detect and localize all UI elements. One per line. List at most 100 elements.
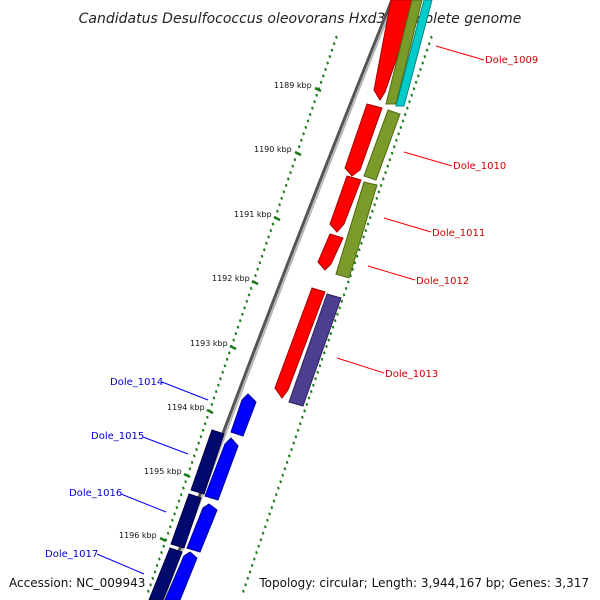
gene-label-dole-1009: Dole_1009 [485, 55, 538, 66]
tick-dot [177, 499, 181, 503]
tick-dot [309, 389, 313, 394]
label-connector [383, 217, 432, 233]
tick-dot [184, 480, 187, 484]
tick-dot [336, 312, 339, 316]
label-connector [403, 151, 453, 167]
tick-dot [201, 428, 205, 432]
tick-dot [425, 48, 429, 52]
tick-dot [245, 299, 249, 303]
map-title: Candidatus Desulfococcus oleovorans Hxd3… [79, 11, 522, 27]
feature-dole-1010 [344, 103, 383, 177]
feature-dole-1011 [329, 175, 362, 233]
tick-dot [294, 435, 298, 439]
tick-dot [246, 576, 250, 580]
tick-dot [410, 93, 414, 97]
tick-dot [285, 460, 289, 465]
tick-dot [195, 447, 198, 452]
tick-dot [346, 280, 350, 284]
tick-dot [379, 183, 383, 188]
accession-text: Accession: NC_009943 [9, 576, 145, 590]
tick-dot [179, 493, 183, 497]
gene-label-dole-1011: Dole_1011 [432, 228, 485, 239]
tick-dot [333, 319, 337, 323]
tick-dot [261, 531, 265, 535]
tick-dot [276, 209, 279, 213]
tick-dot [175, 505, 179, 510]
reverse-strand-features [148, 393, 257, 600]
feature-dole-1010-rna [363, 109, 401, 181]
tick-dot [214, 389, 218, 394]
tick-dot [329, 331, 333, 336]
tick-dot [147, 589, 150, 593]
tick-dot [173, 512, 176, 516]
tick-dot [364, 228, 368, 233]
tick-dot [318, 364, 322, 368]
tick-dot [324, 67, 327, 72]
tick-dot [274, 493, 278, 497]
feature-dole-1016 [186, 503, 218, 553]
tick-dot [171, 518, 174, 522]
tick-dot [258, 261, 262, 265]
tick-dot [381, 177, 385, 181]
tick-dot [328, 54, 332, 59]
tick-dot [242, 589, 245, 593]
tick-dot [373, 203, 376, 207]
tick-dot [298, 422, 302, 426]
tick-dot [227, 351, 231, 355]
tick-dot [403, 112, 407, 117]
tick-dot [308, 112, 312, 117]
tick-dot [386, 164, 390, 168]
tick-label: 1193 kbp [190, 339, 228, 348]
gene-label-dole-1014: Dole_1014 [110, 377, 163, 388]
tick-dot [212, 396, 216, 400]
tick-dot [289, 170, 292, 175]
tick-dot [238, 319, 242, 323]
tick-dot [269, 228, 273, 233]
tick-dot [259, 538, 263, 542]
tick-dot [281, 473, 285, 477]
tick-dot [362, 235, 365, 239]
tick-dot [406, 106, 409, 110]
tick-dot [342, 293, 346, 297]
tick-dot [301, 415, 304, 419]
tick-dot [302, 132, 305, 136]
tick-dot [262, 248, 266, 252]
tick-dot [416, 74, 420, 78]
label-connector [367, 265, 416, 281]
tick-dot [217, 383, 220, 387]
tick-dot [263, 525, 267, 529]
tick-dot [249, 286, 253, 291]
tick-dot [306, 119, 310, 123]
tick-dot [340, 299, 344, 303]
tick-dot [250, 563, 254, 568]
tick-dot [313, 100, 316, 104]
tick-dot [153, 570, 157, 574]
tick-dot [270, 505, 274, 510]
tick-dot [241, 312, 244, 316]
tick-dot [283, 467, 287, 471]
tick-dot [307, 396, 311, 400]
tick-dot [284, 183, 288, 188]
tick-label: 1192 kbp [212, 274, 250, 283]
tick-dot [271, 222, 275, 226]
tick-dot [266, 518, 269, 522]
tick-dot [243, 306, 246, 310]
tick-dot [330, 48, 334, 52]
feature-dole-1011-rna [335, 181, 378, 279]
tick-dot [353, 261, 357, 265]
tick-dot [371, 209, 374, 213]
tick-dot [304, 125, 308, 130]
tick-dot [390, 151, 394, 155]
tick-dot [421, 61, 425, 65]
tick-label: 1195 kbp [144, 467, 182, 476]
tick-dot [297, 145, 301, 149]
tick-dot [332, 42, 336, 46]
reverse-gene-labels: Dole_1014 Dole_1015 Dole_1016 Dole_1017 [45, 377, 209, 575]
feature-dole-1014 [230, 393, 257, 437]
forward-strand-features [274, 0, 433, 407]
tick-dot [314, 377, 317, 381]
tick-dot [321, 74, 325, 78]
tick-dot [252, 557, 256, 561]
tick-dot [357, 248, 361, 252]
tick-dot [414, 80, 418, 84]
